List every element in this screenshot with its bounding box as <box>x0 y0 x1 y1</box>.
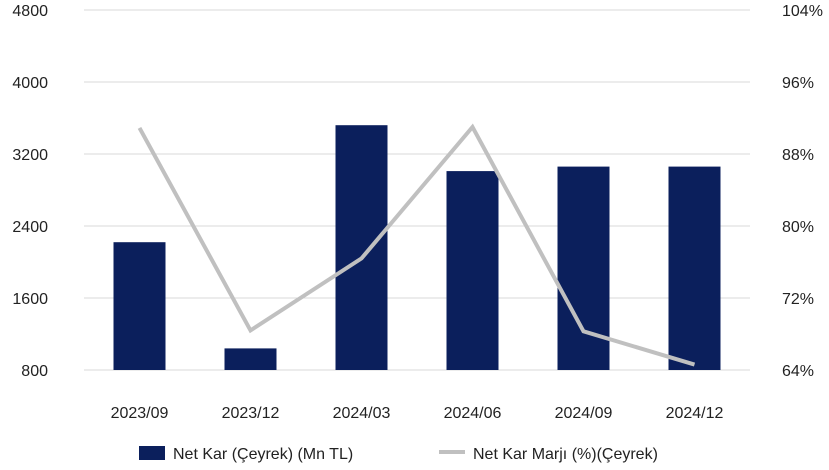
margin-line <box>137 123 696 367</box>
left-axis-ticks: 800 1600 2400 3200 4000 4800 <box>12 3 48 380</box>
right-tick-label-4: 96% <box>782 75 814 92</box>
legend-swatch-bar <box>139 446 165 460</box>
left-tick-label-1: 1600 <box>12 291 48 308</box>
left-tick-label-2: 2400 <box>12 219 48 236</box>
legend-label-bar: Net Kar (Çeyrek) (Mn TL) <box>173 446 353 463</box>
left-tick-label-3: 3200 <box>12 147 48 164</box>
x-tick-label-3: 2024/06 <box>444 405 502 422</box>
x-tick-label-2: 2024/03 <box>333 405 391 422</box>
x-tick-label-1: 2023/12 <box>222 405 280 422</box>
right-tick-label-1: 72% <box>782 291 814 308</box>
x-tick-label-4: 2024/09 <box>555 405 613 422</box>
line-series <box>137 123 696 367</box>
right-tick-label-2: 80% <box>782 219 814 236</box>
left-tick-label-4: 4000 <box>12 75 48 92</box>
bar-series <box>113 125 721 370</box>
right-axis-ticks: 64% 72% 80% 88% 96% 104% <box>782 3 823 380</box>
right-tick-label-3: 88% <box>782 147 814 164</box>
x-tick-label-0: 2023/09 <box>111 405 169 422</box>
left-tick-label-0: 800 <box>21 363 48 380</box>
legend: Net Kar (Çeyrek) (Mn TL) Net Kar Marjı (… <box>139 446 658 463</box>
legend-label-line: Net Kar Marjı (%)(Çeyrek) <box>473 446 658 463</box>
left-tick-label-5: 4800 <box>12 3 48 20</box>
right-tick-label-0: 64% <box>782 363 814 380</box>
bar-4 <box>557 166 610 370</box>
bar-1 <box>224 348 277 370</box>
x-axis-ticks: 2023/09 2023/12 2024/03 2024/06 2024/09 2024/… <box>111 405 724 422</box>
bar-0 <box>113 242 166 370</box>
bar-3 <box>446 171 499 370</box>
bar-2 <box>335 125 388 370</box>
bar-5 <box>668 166 721 370</box>
right-tick-label-5: 104% <box>782 3 823 20</box>
x-tick-label-5: 2024/12 <box>666 405 724 422</box>
